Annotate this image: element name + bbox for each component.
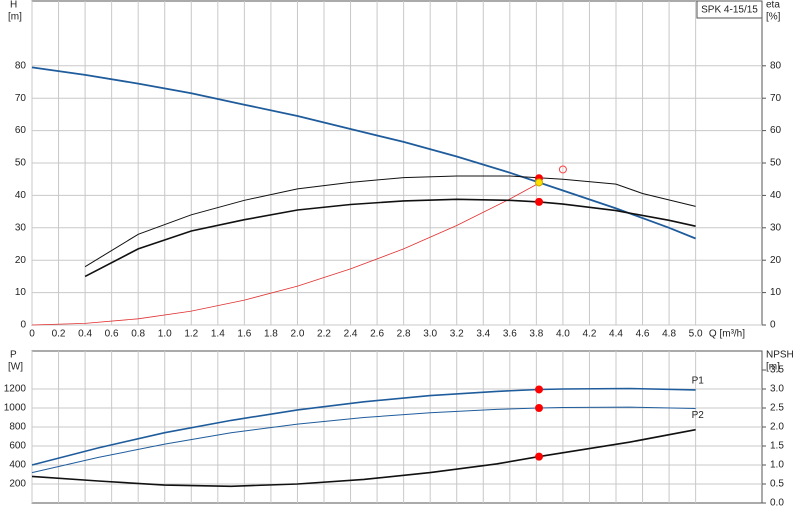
legend-box bbox=[696, 0, 763, 19]
chart-title: SPK 4-15/15 bbox=[701, 5, 758, 16]
y2-tick-label: 30 bbox=[770, 222, 782, 233]
y2-tick-label: 0.0 bbox=[770, 498, 784, 509]
y-tick-label: 20 bbox=[15, 255, 27, 266]
y2-tick-label: 3.5 bbox=[770, 365, 784, 376]
x-tick-label: 2.4 bbox=[344, 329, 358, 340]
x-tick-label: 2.8 bbox=[397, 329, 411, 340]
duty-point bbox=[535, 452, 544, 461]
curve bbox=[31, 428, 696, 488]
y-tick-label: 60 bbox=[15, 125, 27, 136]
y2-tick-label: 50 bbox=[770, 158, 782, 169]
y-tick-label: 30 bbox=[15, 222, 27, 233]
x-tick-label: 3.8 bbox=[529, 329, 543, 340]
x-tick-label: 1.6 bbox=[237, 329, 251, 340]
x-tick-label: 2.6 bbox=[370, 329, 384, 340]
y-tick-label: 1200 bbox=[4, 384, 27, 395]
series-label: P1 bbox=[692, 376, 705, 387]
y2-axis-label: eta bbox=[766, 0, 780, 11]
x-tick-label: 4.6 bbox=[636, 329, 650, 340]
y2-axis-label: NPSH bbox=[766, 350, 794, 361]
x-tick-label: 2.2 bbox=[317, 329, 331, 340]
y-tick-label: 200 bbox=[9, 479, 26, 490]
y-axis-unit: [W] bbox=[8, 362, 23, 373]
x-tick-label: 1.4 bbox=[211, 329, 225, 340]
y2-tick-label: 2.5 bbox=[770, 403, 784, 414]
x-tick-label: 3.4 bbox=[476, 329, 490, 340]
x-tick-label: 3.2 bbox=[450, 329, 464, 340]
y-tick-label: 600 bbox=[9, 441, 26, 452]
y2-tick-label: 3.0 bbox=[770, 384, 784, 395]
y2-tick-label: 2.0 bbox=[770, 422, 784, 433]
y2-tick-label: 10 bbox=[770, 287, 782, 298]
duty-point bbox=[535, 385, 544, 394]
x-tick-label: 0.2 bbox=[52, 329, 66, 340]
x-tick-label: 0.6 bbox=[105, 329, 119, 340]
y-tick-label: 400 bbox=[9, 460, 26, 471]
y-tick-label: 800 bbox=[9, 422, 26, 433]
y2-axis-unit: [%] bbox=[766, 12, 781, 23]
y2-tick-label: 60 bbox=[770, 125, 782, 136]
y2-tick-label: 0.5 bbox=[770, 479, 784, 490]
duty-point bbox=[535, 178, 544, 187]
y2-axis-unit: [m] bbox=[766, 362, 780, 373]
y-tick-label: 80 bbox=[15, 60, 27, 71]
y-axis-label: P bbox=[10, 350, 17, 361]
curve bbox=[31, 182, 540, 326]
x-tick-label: 0 bbox=[29, 329, 35, 340]
x-tick-label: 4.2 bbox=[583, 329, 597, 340]
curve bbox=[84, 175, 696, 268]
x-tick-label: 0.8 bbox=[131, 329, 145, 340]
y2-tick-label: 1.0 bbox=[770, 460, 784, 471]
x-tick-label: 1.8 bbox=[264, 329, 278, 340]
y-tick-label: 40 bbox=[15, 190, 27, 201]
series-label: P2 bbox=[692, 410, 705, 421]
y2-tick-label: 1.5 bbox=[770, 441, 784, 452]
curve bbox=[31, 406, 696, 474]
y-axis-label: H bbox=[10, 0, 17, 11]
y-tick-label: 1000 bbox=[4, 403, 27, 414]
x-tick-label: 1.2 bbox=[184, 329, 198, 340]
x-tick-label: 3.6 bbox=[503, 329, 517, 340]
y-tick-label: 10 bbox=[15, 287, 27, 298]
x-tick-label: 4.8 bbox=[662, 329, 676, 340]
x-tick-label: 3.0 bbox=[423, 329, 437, 340]
x-tick-label: 5.0 bbox=[689, 329, 703, 340]
curve bbox=[84, 198, 696, 278]
y2-tick-label: 40 bbox=[770, 190, 782, 201]
y-tick-label: 70 bbox=[15, 93, 27, 104]
x-tick-label: 0.4 bbox=[78, 329, 92, 340]
y2-tick-label: 70 bbox=[770, 93, 782, 104]
x-tick-label: 1.0 bbox=[158, 329, 172, 340]
duty-point bbox=[535, 404, 544, 412]
x-tick-label: 2.0 bbox=[291, 329, 305, 340]
y-axis-unit: [m] bbox=[8, 12, 22, 23]
y-tick-label: 50 bbox=[15, 158, 27, 169]
duty-point bbox=[558, 165, 567, 174]
x-tick-label: 4.4 bbox=[609, 329, 623, 340]
y2-tick-label: 80 bbox=[770, 60, 782, 71]
y2-tick-label: 0 bbox=[770, 320, 776, 331]
x-axis-label: Q [m³/h] bbox=[709, 329, 745, 340]
y-tick-label: 0 bbox=[20, 320, 26, 331]
curve bbox=[31, 387, 696, 466]
y2-tick-label: 20 bbox=[770, 255, 782, 266]
duty-point bbox=[535, 197, 544, 206]
curve bbox=[31, 66, 696, 240]
x-tick-label: 4.0 bbox=[556, 329, 570, 340]
